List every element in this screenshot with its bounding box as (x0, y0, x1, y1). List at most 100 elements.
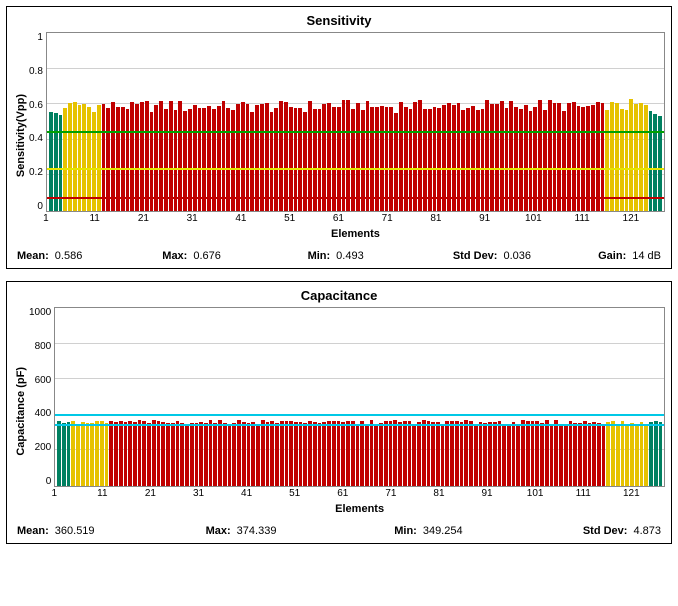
bar (606, 422, 610, 486)
ytick-label: 800 (35, 341, 52, 352)
bar (567, 103, 571, 211)
bar (485, 100, 489, 211)
stat: Std Dev:0.036 (453, 250, 598, 262)
bar (577, 106, 581, 211)
bar (260, 104, 264, 211)
xtick-label: 21 (145, 488, 156, 499)
bar (640, 422, 644, 486)
bar (171, 423, 175, 486)
bar (266, 422, 270, 486)
ytick-label: 200 (35, 442, 52, 453)
stat-label: Gain: (598, 250, 626, 262)
xtick-label: 1 (51, 488, 57, 499)
bar (422, 420, 426, 486)
bar (427, 421, 431, 486)
bar (280, 421, 284, 486)
bar (90, 423, 94, 486)
bar (591, 105, 595, 211)
ytick-label: 0.6 (29, 100, 43, 111)
bar (102, 104, 106, 211)
bar (342, 100, 346, 211)
bar (384, 421, 388, 486)
stat: Std Dev:4.873 (583, 525, 661, 537)
xtick-label: 101 (527, 488, 544, 499)
bar (516, 424, 520, 486)
bar (67, 422, 71, 486)
bar (337, 107, 341, 211)
bar (524, 105, 528, 211)
bar (145, 101, 149, 211)
chart-title: Capacitance (13, 288, 665, 303)
bar (176, 421, 180, 486)
bar (119, 421, 123, 486)
bar (86, 423, 90, 486)
bar (572, 102, 576, 211)
bar (289, 107, 293, 211)
bar (185, 424, 189, 486)
stat: Gain:14 dB (598, 250, 661, 262)
bar (76, 424, 80, 486)
xtick-label: 51 (284, 213, 295, 224)
bar (398, 422, 402, 486)
bar (569, 421, 573, 486)
bar (469, 421, 473, 486)
bar (97, 105, 101, 211)
bar (346, 421, 350, 487)
bar (265, 103, 269, 211)
bar (380, 106, 384, 211)
bar (450, 421, 454, 486)
bar (464, 420, 468, 486)
bar (255, 105, 259, 211)
stat-label: Max: (206, 525, 231, 537)
bar (313, 422, 317, 486)
bar (78, 105, 82, 211)
bar (389, 107, 393, 211)
bar (62, 423, 66, 486)
xtick-label: 31 (193, 488, 204, 499)
bar (81, 422, 85, 486)
bar (147, 423, 151, 486)
bar (553, 103, 557, 211)
bar (602, 424, 606, 486)
bar (63, 108, 67, 211)
chart-panel: SensitivitySensitivity(Vpp)10.80.60.40.2… (6, 6, 672, 269)
bar (611, 421, 615, 486)
bar (195, 423, 199, 486)
ytick-label: 0 (37, 201, 43, 212)
bars-container (47, 33, 664, 211)
bar (68, 103, 72, 211)
bar (573, 423, 577, 486)
xaxis-ticks: 1112131415161718191101111121 (46, 212, 665, 226)
bar (399, 102, 403, 211)
stat-value: 0.493 (336, 250, 364, 262)
ytick-label: 0.8 (29, 66, 43, 77)
bar (550, 424, 554, 486)
bar (630, 423, 634, 486)
xtick-label: 31 (187, 213, 198, 224)
bar (228, 424, 232, 486)
bar (447, 103, 451, 211)
bar (289, 421, 293, 486)
bar (452, 105, 456, 211)
bar (71, 421, 75, 486)
bar (583, 421, 587, 486)
bar (95, 421, 99, 486)
xtick-label: 111 (576, 488, 591, 499)
chart-area: Capacitance (pF)100080060040020001112131… (13, 307, 665, 515)
bar (466, 108, 470, 211)
bar (616, 425, 620, 486)
xtick-label: 41 (235, 213, 246, 224)
bar (204, 423, 208, 486)
bar (279, 101, 283, 211)
bar (202, 108, 206, 211)
xtick-label: 121 (623, 488, 640, 499)
bar (610, 102, 614, 211)
bar (140, 102, 144, 211)
stat-value: 360.519 (55, 525, 95, 537)
bar (498, 421, 502, 486)
ytick-label: 0.4 (29, 133, 43, 144)
bar (535, 421, 539, 486)
bar (379, 423, 383, 486)
chart-panel: CapacitanceCapacitance (pF)1000800600400… (6, 281, 672, 544)
bar (275, 423, 279, 486)
